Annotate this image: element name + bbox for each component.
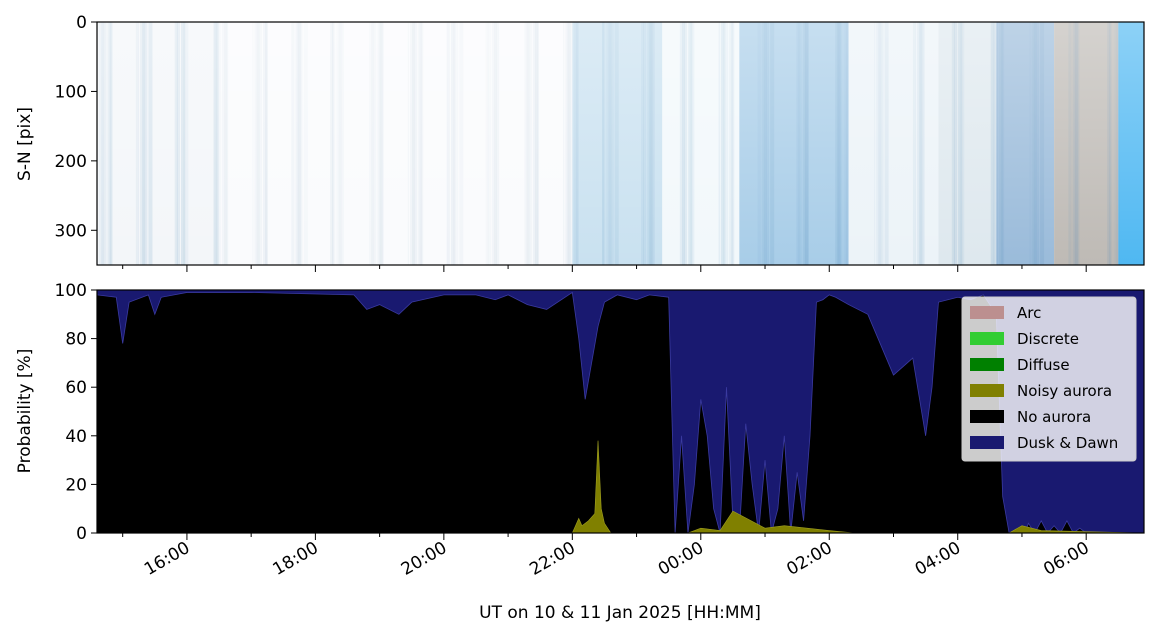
- x-tick-label: 02:00: [783, 538, 835, 580]
- probability-ylabel: Probability [%]: [15, 349, 35, 474]
- probability-panel: 0 20 40 60 80 100 16:00 18:00 20:00 22:00 00:00 02…: [15, 281, 1145, 580]
- probability-ytick-label: 60: [65, 378, 87, 398]
- legend-swatch: [970, 332, 1004, 345]
- keogram-ytick-label: 100: [55, 82, 87, 102]
- x-tick-label: 00:00: [655, 538, 707, 580]
- probability-ytick-label: 100: [55, 281, 87, 301]
- noisy-aurora-area: [571, 440, 1144, 533]
- probability-ytick-label: 0: [76, 524, 87, 544]
- keogram-ylabel: S-N [pix]: [15, 107, 35, 181]
- x-axis-label: UT on 10 & 11 Jan 2025 [HH:MM]: [479, 603, 761, 623]
- legend-label: No aurora: [1017, 408, 1091, 426]
- keogram-ytick-label: 0: [76, 13, 87, 33]
- legend-label: Discrete: [1017, 330, 1079, 348]
- probability-ytick-label: 40: [65, 427, 87, 447]
- x-tick-label: 16:00: [141, 538, 193, 580]
- x-tick-label: 18:00: [269, 538, 321, 580]
- legend-swatch: [970, 306, 1004, 319]
- legend-swatch: [970, 410, 1004, 423]
- keogram-ytick-label: 300: [55, 221, 87, 241]
- legend-swatch: [970, 358, 1004, 371]
- x-tick-label: 22:00: [526, 538, 578, 580]
- probability-frame: [96, 289, 1145, 534]
- legend-label: Diffuse: [1017, 356, 1070, 374]
- legend-swatch: [970, 384, 1004, 397]
- probability-ytick-label: 80: [65, 330, 87, 350]
- x-tick-label: 06:00: [1040, 538, 1092, 580]
- legend-swatch: [970, 436, 1004, 449]
- keogram-frame: [96, 21, 1145, 266]
- legend-label: Arc: [1017, 304, 1041, 322]
- legend: Arc Discrete Diffuse Noisy aurora No aurora D…: [961, 296, 1137, 462]
- legend-label: Dusk & Dawn: [1017, 434, 1118, 452]
- legend-box: [961, 296, 1137, 462]
- probability-ytick-label: 20: [65, 475, 87, 495]
- x-tick-label: 20:00: [398, 538, 450, 580]
- keogram-panel: 0 100 200 300 S-N [pix]: [15, 13, 1145, 272]
- x-tick-label: 04:00: [912, 538, 964, 580]
- keogram-ytick-label: 200: [55, 152, 87, 172]
- legend-label: Noisy aurora: [1017, 382, 1112, 400]
